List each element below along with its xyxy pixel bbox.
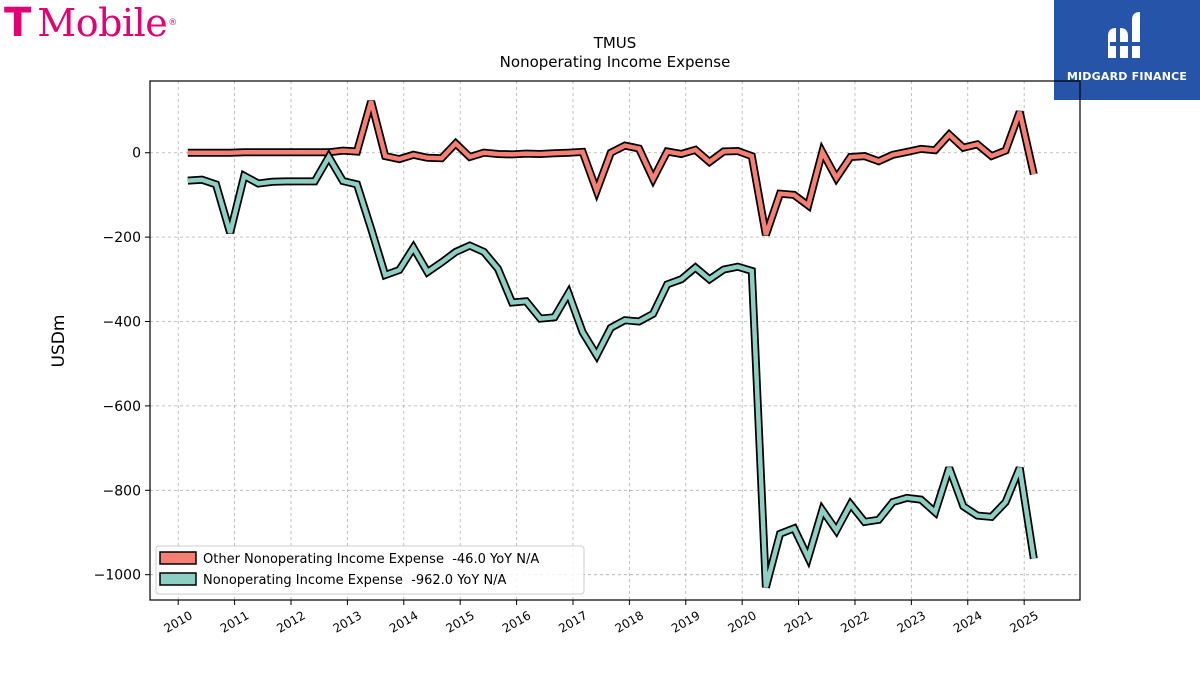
registered-mark-icon: ® <box>168 18 178 28</box>
plot-frame <box>149 80 1081 601</box>
y-tick-label: −1000 <box>94 568 141 584</box>
y-tick-label: 0 <box>132 146 141 162</box>
x-tick-label: 2015 <box>443 608 476 635</box>
y-tick-label: −600 <box>103 399 141 415</box>
midgard-finance-label: MIDGARD FINANCE <box>1066 70 1188 83</box>
legend-label-other: Other Nonoperating Income Expense -46.0 … <box>203 552 539 567</box>
midgard-finance-mark-icon <box>1108 12 1142 58</box>
x-tick-label: 2019 <box>669 608 702 635</box>
x-tick-label: 2011 <box>218 608 251 635</box>
y-tick-label: −400 <box>103 315 141 331</box>
chart-title: TMUS <box>593 34 637 52</box>
t-mobile-t-glyph: T <box>4 0 32 46</box>
x-tick-label: 2025 <box>1007 608 1040 635</box>
y-tick-layer: 0 −200 −400 −600 −800 −1000 <box>94 146 150 584</box>
x-tick-label: 2022 <box>838 608 871 635</box>
x-tick-label: 2017 <box>556 608 589 635</box>
x-tick-label: 2018 <box>613 608 646 635</box>
series-outline-1 <box>187 149 1038 589</box>
y-tick-label: −200 <box>103 230 141 246</box>
series-line-1 <box>187 152 1037 588</box>
grid-layer <box>150 81 1080 600</box>
y-tick-label: −800 <box>103 483 141 499</box>
x-tick-label: 2014 <box>387 608 420 635</box>
x-tick-label: 2016 <box>500 608 533 635</box>
y-axis-label: USDm <box>49 315 69 368</box>
chart-subtitle: Nonoperating Income Expense <box>500 53 731 71</box>
x-tick-label: 2021 <box>782 608 815 635</box>
midgard-finance-logo: MIDGARD FINANCE <box>1054 0 1200 100</box>
legend: Other Nonoperating Income Expense -46.0 … <box>155 545 585 595</box>
x-tick-label: 2010 <box>161 608 194 635</box>
x-tick-label: 2013 <box>331 608 364 635</box>
legend-frame <box>155 545 585 595</box>
series-outline-0 <box>187 100 1038 237</box>
x-tick-label: 2012 <box>274 608 307 635</box>
x-tick-label: 2020 <box>725 608 758 635</box>
series-layer <box>187 100 1038 589</box>
legend-label-nonop: Nonoperating Income Expense -962.0 YoY N… <box>203 573 507 588</box>
t-mobile-wordmark: Mobile <box>37 1 168 45</box>
legend-swatch-nonop <box>159 572 197 586</box>
legend-swatch-other <box>159 551 197 565</box>
x-tick-layer: 2010 2011 2012 2013 2014 2015 2016 2017 2018 2019… <box>161 600 1041 636</box>
t-mobile-logo: T Mobile ® <box>4 0 177 46</box>
series-line-0 <box>187 100 1036 236</box>
x-tick-label: 2023 <box>895 608 928 635</box>
x-tick-label: 2024 <box>951 608 984 635</box>
